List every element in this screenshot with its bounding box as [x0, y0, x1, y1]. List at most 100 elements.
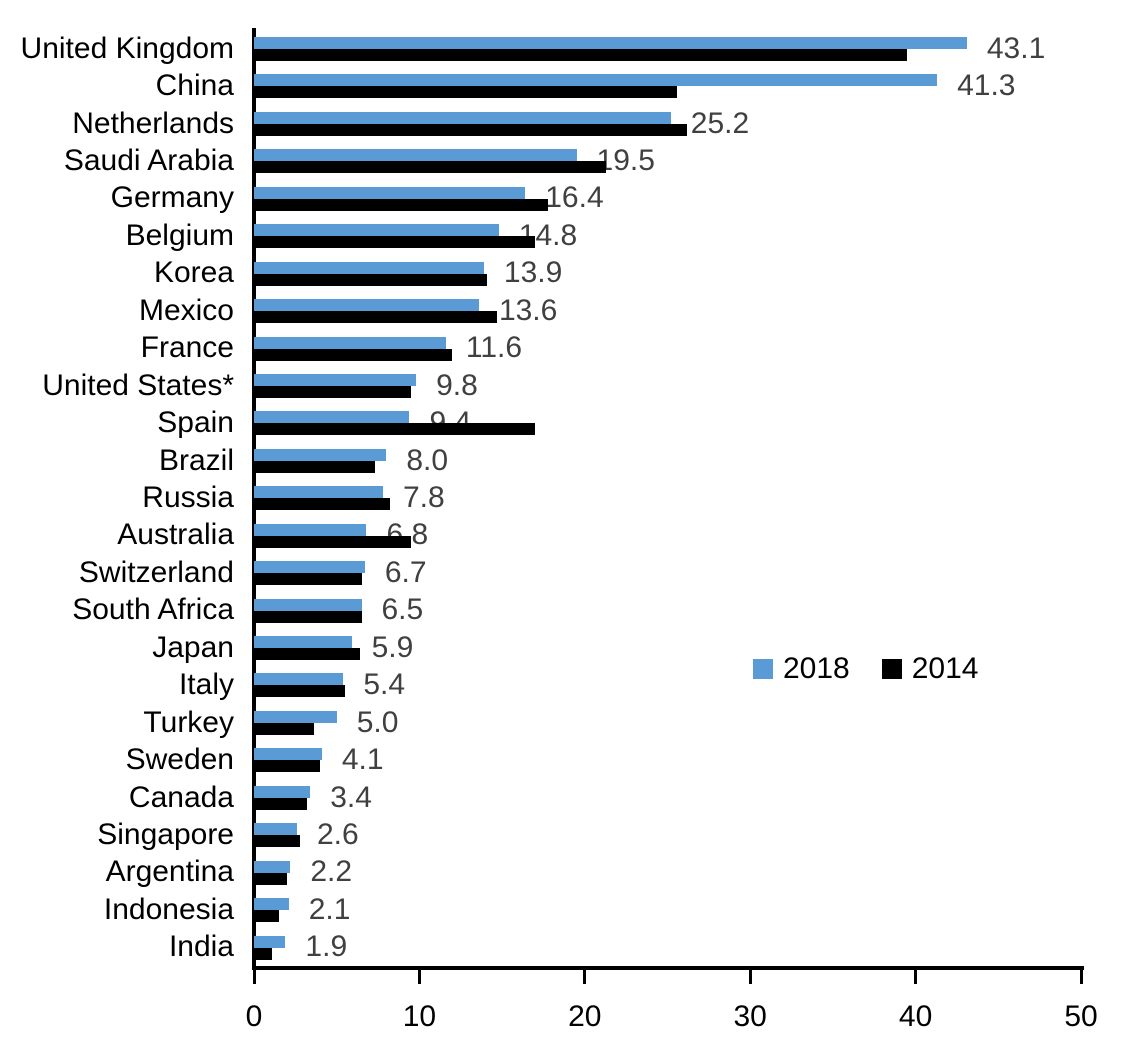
bar-2014 [254, 161, 607, 174]
bar-group: 9.4 [254, 404, 1081, 441]
bar-2018 [254, 598, 362, 611]
bar-2014 [254, 348, 453, 361]
bar-2014 [254, 685, 345, 698]
category-label: Russia [142, 480, 234, 514]
table-row: Brazil 8.0 [0, 442, 1123, 479]
category-label: Netherlands [72, 106, 234, 140]
category-label: Switzerland [78, 555, 234, 589]
bar-2018 [254, 561, 365, 574]
category-label: Singapore [97, 817, 234, 851]
table-row: Saudi Arabia 19.5 [0, 142, 1123, 179]
bar-group: 7.8 [254, 479, 1081, 516]
category-label: France [140, 331, 234, 365]
category-label: South Africa [72, 593, 234, 627]
category-label: Belgium [125, 218, 234, 252]
bar-2014 [254, 311, 498, 324]
value-label: 2.2 [310, 855, 353, 889]
bar-2018 [254, 898, 289, 911]
bar-group: 5.9 [254, 629, 1081, 666]
bar-2014 [254, 610, 362, 623]
value-label: 13.9 [503, 256, 563, 290]
table-row: Canada 3.4 [0, 779, 1123, 816]
table-row: Netherlands 25.2 [0, 105, 1123, 142]
value-label: 9.8 [436, 368, 478, 402]
bar-group: 1.9 [254, 929, 1081, 966]
bar-2018 [254, 186, 526, 199]
x-axis-tick-label: 50 [1064, 1000, 1098, 1033]
bar-2018 [254, 636, 352, 649]
value-label: 5.9 [371, 630, 414, 664]
bar-group: 2.6 [254, 816, 1081, 853]
value-label: 3.4 [330, 780, 372, 814]
bar-2018 [254, 935, 286, 948]
value-label: 2.6 [317, 817, 359, 851]
x-axis-tick [583, 970, 587, 984]
bar-2014 [254, 535, 412, 548]
category-label: Australia [117, 518, 234, 552]
bar-2018 [254, 261, 484, 274]
bar-group: 25.2 [254, 105, 1081, 142]
bar-2014 [254, 123, 688, 136]
legend-swatch-2018 [753, 659, 773, 679]
bar-group: 14.8 [254, 217, 1081, 254]
x-axis-tick-label: 30 [733, 1000, 767, 1033]
bar-group: 16.4 [254, 180, 1081, 217]
table-row: Korea 13.9 [0, 255, 1123, 292]
legend-label-2014: 2014 [911, 652, 979, 685]
value-label: 4.1 [341, 743, 384, 777]
bar-group: 2.2 [254, 854, 1081, 891]
value-label: 8.0 [406, 443, 449, 477]
bar-group: 11.6 [254, 330, 1081, 367]
table-row: Singapore 2.6 [0, 816, 1123, 853]
bar-group: 6.8 [254, 517, 1081, 554]
bar-2018 [254, 411, 410, 424]
bar-2018 [254, 823, 297, 836]
value-label: 25.2 [690, 106, 750, 140]
bar-2014 [254, 86, 678, 99]
bar-2014 [254, 198, 549, 211]
category-label: Brazil [158, 443, 234, 477]
table-row: Germany 16.4 [0, 180, 1123, 217]
bar-2018 [254, 523, 367, 536]
bar-2018 [254, 710, 337, 723]
x-axis-tick [914, 970, 918, 984]
table-row: Mexico 13.6 [0, 292, 1123, 329]
category-label: United Kingdom [20, 31, 234, 65]
bar-group: 19.5 [254, 142, 1081, 179]
bar-group: 5.0 [254, 704, 1081, 741]
category-label: Canada [128, 780, 234, 814]
x-axis-tick-label: 40 [898, 1000, 933, 1033]
category-label: Argentina [105, 855, 234, 889]
category-label: Mexico [138, 293, 234, 327]
bar-group: 41.3 [254, 67, 1081, 104]
bar-2018 [254, 748, 322, 761]
bar-2014 [254, 236, 536, 249]
table-row: Belgium 14.8 [0, 217, 1123, 254]
bar-2014 [254, 385, 412, 398]
x-axis-tick [252, 970, 256, 984]
table-row: Russia 7.8 [0, 479, 1123, 516]
category-label: Saudi Arabia [63, 144, 234, 178]
bar-group: 6.7 [254, 554, 1081, 591]
category-label: Japan [152, 630, 234, 664]
bar-group: 13.9 [254, 255, 1081, 292]
table-row: Turkey 5.0 [0, 704, 1123, 741]
value-label: 2.1 [308, 892, 351, 926]
value-label: 16.4 [545, 181, 604, 215]
bar-2014 [254, 49, 908, 61]
value-label: 13.6 [498, 293, 558, 327]
bar-2014 [254, 797, 307, 810]
category-label: China [155, 69, 234, 103]
category-label: Sweden [125, 743, 234, 777]
x-axis-tick [417, 970, 421, 984]
table-row: India 1.9 [0, 929, 1123, 966]
bar-2018 [254, 37, 967, 49]
bar-2018 [254, 673, 344, 686]
table-row: Sweden 4.1 [0, 741, 1123, 778]
bar-2018 [254, 224, 499, 237]
bar-2014 [254, 760, 321, 773]
legend-label-2018: 2018 [783, 652, 850, 685]
bar-2014 [254, 423, 536, 436]
bar-group: 9.8 [254, 367, 1081, 404]
